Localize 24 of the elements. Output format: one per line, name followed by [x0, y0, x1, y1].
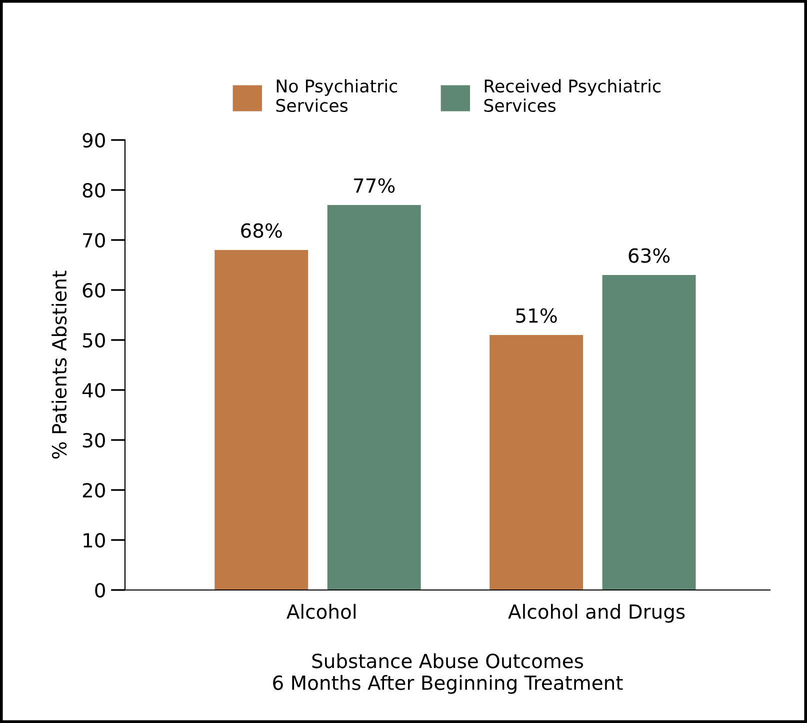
y-tick-label: 10 [84, 532, 105, 548]
bar [214, 250, 308, 590]
y-tick-label: 80 [82, 182, 105, 198]
y-tick-label: 70 [83, 232, 105, 248]
x-tick-label: Alcohol [286, 604, 356, 619]
x-tick-label: Alcohol and Drugs [508, 604, 685, 623]
legend-label: No Psychiatric Services [276, 79, 398, 112]
y-tick-label: 60 [82, 282, 105, 298]
y-tick-label: 20 [82, 482, 105, 498]
y-tick-label: 30 [82, 432, 105, 448]
bar [490, 335, 584, 590]
data-label: 63% [628, 248, 670, 263]
y-tick-label: 0 [95, 582, 105, 598]
bar [327, 205, 421, 590]
legend-label: Received Psychiatric Services [484, 79, 660, 112]
y-axis-title: % Patients Abstient [52, 270, 67, 459]
y-tick-label: 40 [82, 382, 105, 398]
data-label: 51% [516, 308, 557, 323]
data-label: 68% [241, 223, 282, 238]
data-label: 77% [354, 178, 395, 193]
y-tick-label: 50 [83, 332, 105, 348]
x-axis-title: Substance Abuse Outcomes 6 Months After Beginning Treatment [273, 653, 623, 694]
y-tick-label: 90 [82, 132, 105, 148]
bar [602, 275, 696, 590]
